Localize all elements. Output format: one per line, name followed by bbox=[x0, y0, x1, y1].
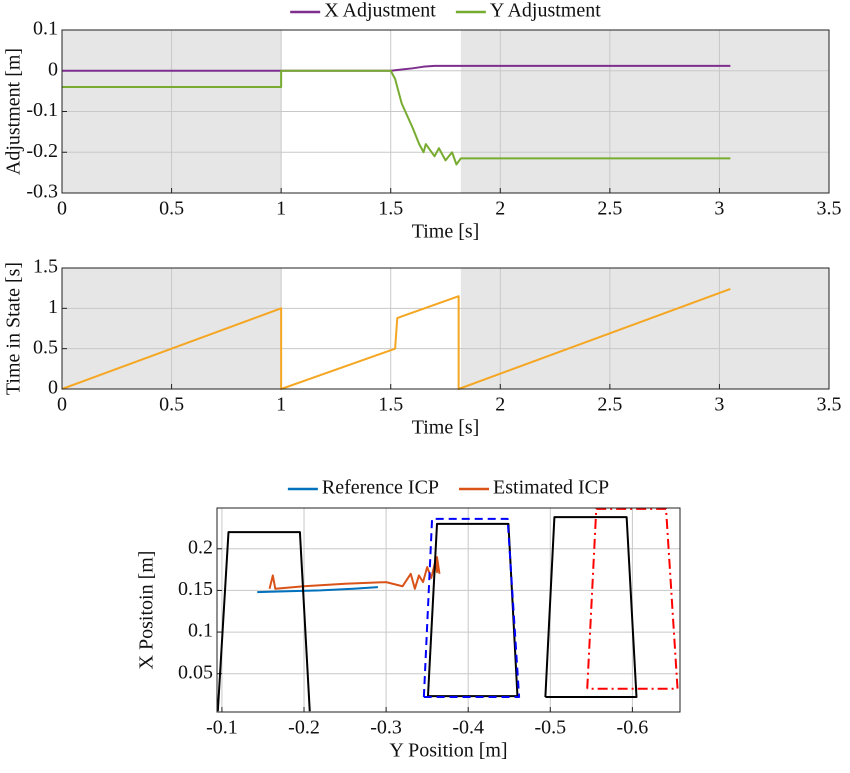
x-tick-label: -0.5 bbox=[534, 717, 566, 739]
x-tick-label: 0 bbox=[57, 394, 67, 416]
y-axis-label: Adjustment [m] bbox=[3, 48, 25, 175]
y-tick-label: -0.3 bbox=[26, 181, 58, 203]
x-tick-label: 1 bbox=[276, 394, 286, 416]
series-line bbox=[62, 69, 731, 166]
y-axis-label: X Positoin [m] bbox=[136, 551, 158, 670]
x-tick-label: 1.5 bbox=[378, 198, 403, 220]
x-tick-label: 0 bbox=[57, 198, 67, 220]
x-tick-label: -0.6 bbox=[617, 717, 649, 739]
plot-frame bbox=[216, 507, 681, 713]
x-tick-label: 0.5 bbox=[159, 394, 184, 416]
y-tick-label: 0.1 bbox=[33, 18, 58, 40]
x-tick-label: 2.5 bbox=[597, 394, 622, 416]
x-tick-label: 0.5 bbox=[159, 198, 184, 220]
shaded-region bbox=[460, 268, 829, 389]
series-line bbox=[426, 522, 519, 698]
series-line bbox=[422, 517, 521, 699]
y-axis-label: Time in State [s] bbox=[3, 262, 25, 395]
y-tick-label: 0 bbox=[48, 377, 58, 399]
legend-label: Y Adjustment bbox=[490, 0, 601, 22]
series-line bbox=[61, 288, 731, 390]
x-tick-label: -0.1 bbox=[206, 717, 238, 739]
x-axis-label: Time [s] bbox=[412, 221, 480, 243]
x-tick-label: 3 bbox=[714, 198, 724, 220]
legend-label: Estimated ICP bbox=[493, 477, 609, 499]
y-tick-label: 0.05 bbox=[178, 661, 213, 683]
x-tick-label: 1.5 bbox=[378, 394, 403, 416]
y-tick-label: 1 bbox=[48, 296, 58, 318]
x-tick-label: 2 bbox=[495, 198, 505, 220]
x-tick-label: -0.4 bbox=[452, 717, 484, 739]
y-tick-label: 0.1 bbox=[188, 620, 213, 642]
plot-frame bbox=[61, 267, 830, 390]
series-line bbox=[268, 556, 441, 590]
x-tick-label: 1 bbox=[276, 198, 286, 220]
x-tick-label: 2.5 bbox=[597, 198, 622, 220]
x-tick-label: -0.3 bbox=[370, 717, 402, 739]
plot-frame bbox=[61, 29, 830, 194]
x-tick-label: 3 bbox=[714, 394, 724, 416]
plot-area bbox=[217, 508, 680, 712]
x-axis-label: Time [s] bbox=[412, 417, 480, 439]
y-tick-label: 0.2 bbox=[188, 536, 213, 558]
y-tick-label: 0.15 bbox=[178, 578, 213, 600]
x-tick-label: 2 bbox=[495, 394, 505, 416]
y-tick-label: 0.5 bbox=[33, 336, 58, 358]
series-line bbox=[62, 64, 731, 72]
legend-label: X Adjustment bbox=[324, 0, 436, 22]
series-line bbox=[257, 586, 378, 594]
series-line bbox=[216, 531, 311, 712]
y-tick-label: -0.1 bbox=[26, 99, 58, 121]
y-tick-label: 0 bbox=[48, 58, 58, 80]
legend-label: Reference ICP bbox=[322, 477, 439, 499]
series-line bbox=[586, 507, 679, 690]
series-line bbox=[544, 516, 638, 699]
x-tick-label: -0.2 bbox=[288, 717, 320, 739]
x-axis-label: Y Position [m] bbox=[389, 740, 507, 762]
x-tick-label: 3.5 bbox=[817, 394, 842, 416]
y-tick-label: -0.2 bbox=[26, 140, 58, 162]
y-tick-label: 1.5 bbox=[33, 256, 58, 278]
x-tick-label: 3.5 bbox=[817, 198, 842, 220]
